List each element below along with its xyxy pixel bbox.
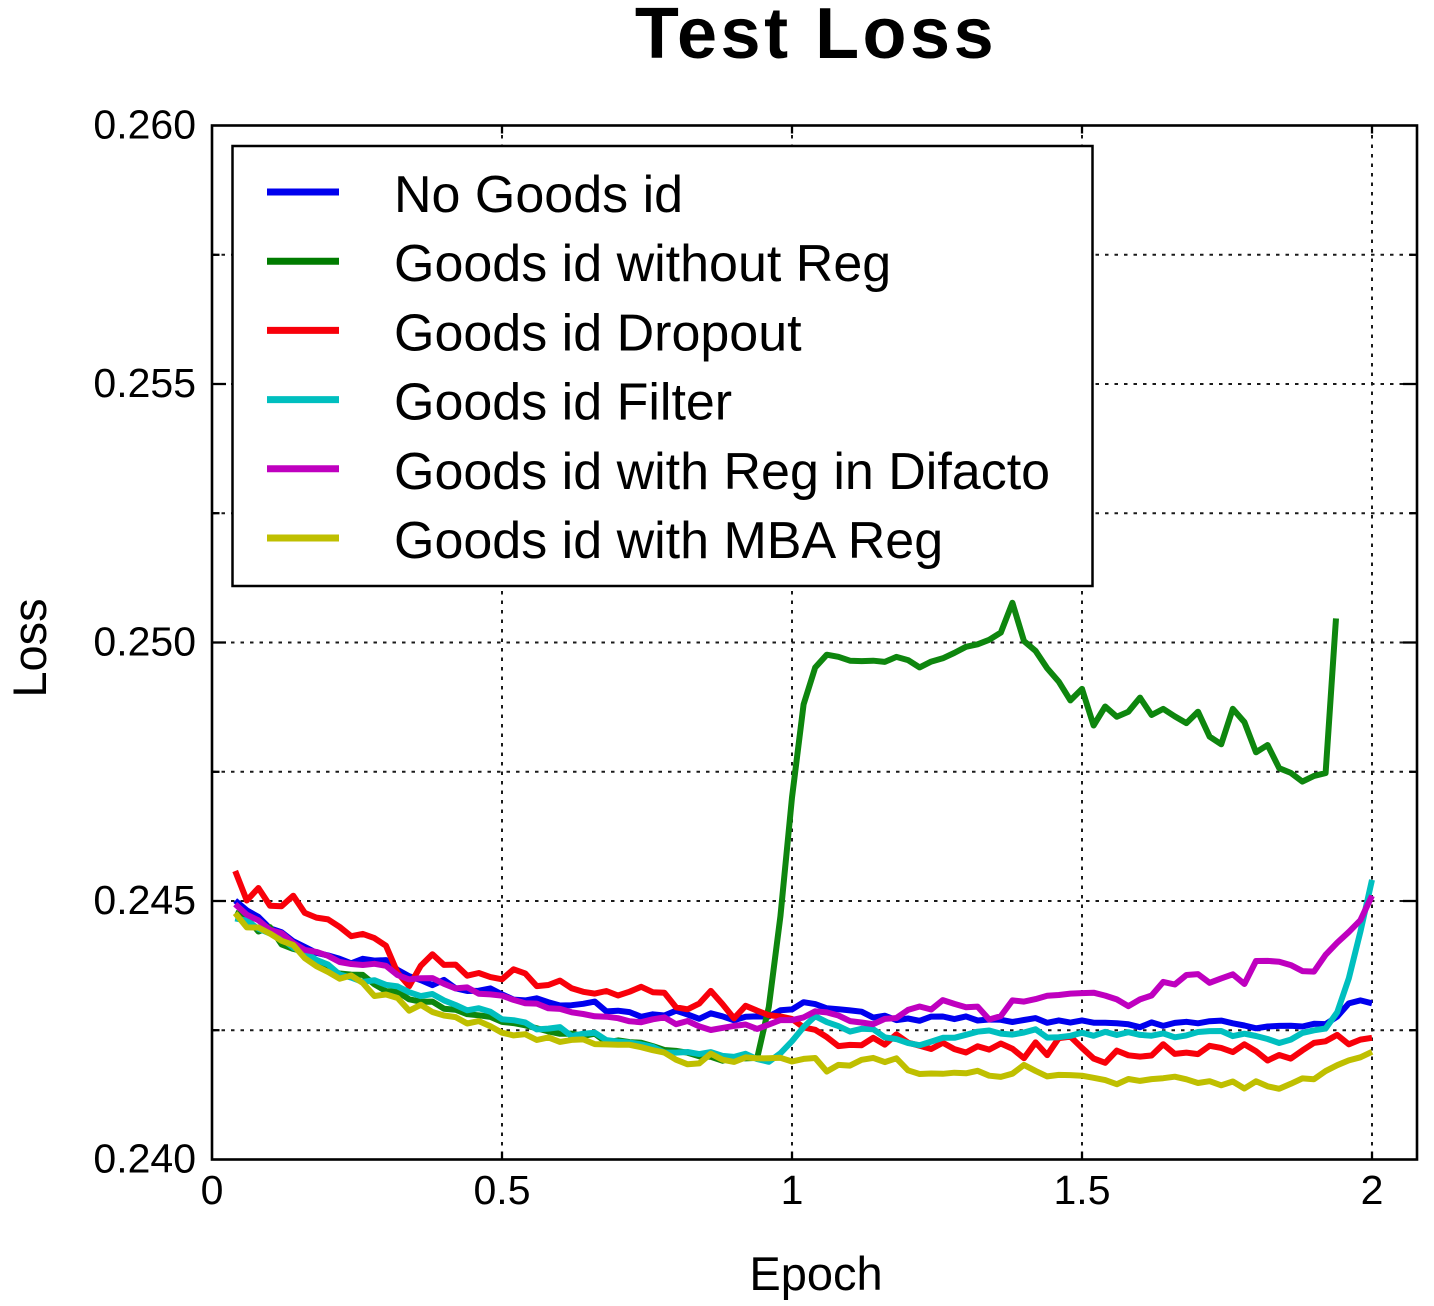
svg-text:1: 1 — [781, 1167, 804, 1213]
svg-text:Epoch: Epoch — [749, 1247, 882, 1300]
svg-text:0.245: 0.245 — [93, 877, 196, 923]
svg-text:Goods id Dropout: Goods id Dropout — [394, 304, 802, 362]
svg-text:2: 2 — [1361, 1167, 1384, 1213]
svg-text:Goods id without Reg: Goods id without Reg — [394, 235, 891, 293]
svg-text:Goods id with MBA Reg: Goods id with MBA Reg — [394, 512, 943, 570]
svg-text:Goods id Filter: Goods id Filter — [394, 374, 732, 432]
svg-text:1.5: 1.5 — [1054, 1167, 1111, 1213]
svg-text:Test Loss: Test Loss — [635, 0, 997, 74]
svg-text:No Goods id: No Goods id — [394, 166, 683, 224]
svg-text:0.240: 0.240 — [93, 1136, 196, 1182]
svg-text:0.255: 0.255 — [93, 360, 196, 406]
svg-text:0: 0 — [201, 1167, 224, 1213]
svg-text:0.260: 0.260 — [93, 102, 196, 148]
svg-text:Goods id with Reg in Difacto: Goods id with Reg in Difacto — [394, 443, 1050, 501]
svg-text:0.5: 0.5 — [474, 1167, 531, 1213]
svg-text:0.250: 0.250 — [93, 619, 196, 665]
svg-text:Loss: Loss — [3, 598, 56, 697]
